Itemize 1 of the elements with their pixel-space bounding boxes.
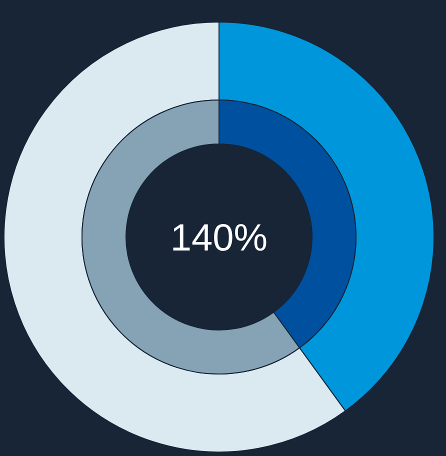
- text: 140%: [170, 217, 268, 260]
